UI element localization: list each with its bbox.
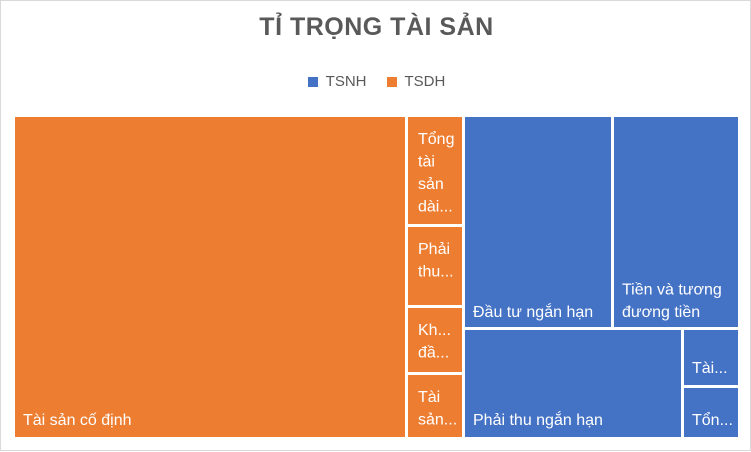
treemap-tile-label-4: Kh... đầ...	[418, 322, 451, 362]
legend-swatch-tsdh	[386, 76, 397, 87]
treemap-tile-label-2: Tổng tài sản dài...	[418, 130, 454, 216]
treemap-tile-4	[408, 308, 462, 372]
treemap-tile-5	[408, 375, 462, 437]
legend-item-tsdh: TSDH	[386, 73, 446, 90]
treemap-tile-label-8: Phải thu ngắn hạn	[473, 410, 603, 429]
treemap-tile-label-5: Tài sản...	[418, 389, 457, 429]
treemap-tile-8	[465, 330, 681, 437]
legend-swatch-tsnh	[307, 76, 318, 87]
treemap-tile-label-10: Tổn...	[692, 411, 733, 429]
treemap-tile-label-6: Đầu tư ngắn hạn	[473, 302, 593, 321]
treemap-tile-3	[408, 227, 462, 305]
treemap-tile-1	[15, 117, 405, 437]
legend-item-tsnh: TSNH	[307, 73, 367, 90]
treemap-tile-9	[684, 330, 738, 385]
legend-label-tsdh: TSDH	[404, 73, 446, 90]
treemap-tile-10	[684, 388, 738, 437]
treemap-tile-2	[408, 117, 462, 224]
treemap-tile-6	[465, 117, 611, 327]
treemap-tile-7	[614, 117, 738, 327]
chart-legend: TSNH TSDH	[1, 73, 751, 90]
treemap-tile-label-1: Tài sản cố định	[23, 412, 132, 429]
legend-label-tsnh: TSNH	[325, 73, 367, 90]
chart-title: TỈ TRỌNG TÀI SẢN	[259, 13, 494, 41]
treemap-tile-label-9: Tài...	[692, 360, 728, 377]
treemap-tile-label-7: Tiền và tương đương tiền	[622, 282, 722, 322]
treemap-tile-label-3: Phải thu...	[418, 241, 454, 281]
